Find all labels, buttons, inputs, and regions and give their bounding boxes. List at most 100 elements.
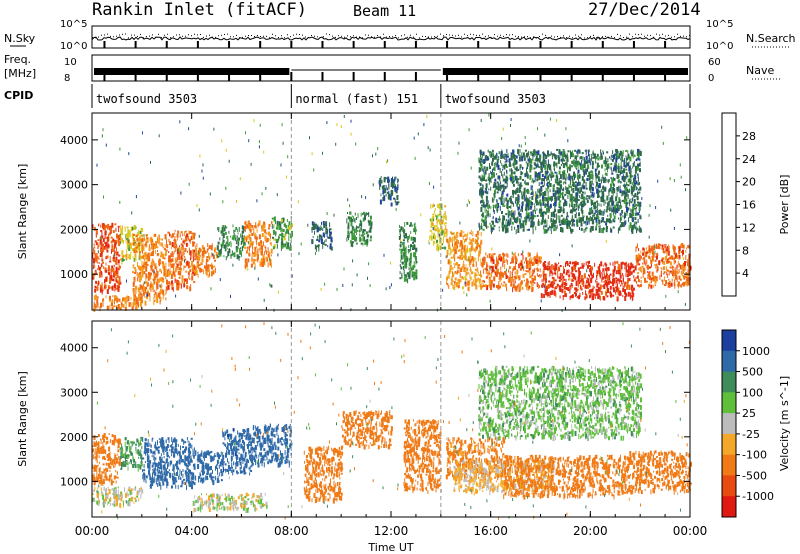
data-cell [502, 188, 505, 193]
data-cell [510, 156, 513, 160]
data-cell [623, 190, 626, 195]
data-cell [478, 271, 480, 275]
data-cell [559, 196, 561, 202]
data-cell [221, 245, 223, 250]
data-cell [347, 212, 348, 214]
data-cell [150, 265, 153, 270]
data-cell [541, 283, 543, 288]
data-cell [617, 168, 620, 173]
data-cell [571, 216, 573, 222]
data-cell [399, 271, 401, 275]
data-cell [483, 284, 485, 287]
data-cell [464, 281, 467, 287]
data-cell [553, 184, 555, 188]
data-cell [579, 161, 580, 166]
data-cell [540, 274, 542, 277]
data-cell [558, 178, 560, 182]
data-cell [214, 267, 216, 273]
data-cell [144, 263, 146, 268]
data-cell [132, 227, 135, 231]
data-cell [159, 293, 161, 299]
data-cell [626, 187, 628, 189]
data-cell [541, 219, 544, 225]
data-cell [562, 221, 565, 224]
data-cell [526, 263, 529, 269]
data-cell [467, 272, 470, 275]
data-cell [174, 268, 177, 273]
data-cell [456, 250, 458, 254]
data-cell [278, 236, 280, 239]
data-cell [543, 211, 545, 214]
data-cell [153, 293, 155, 298]
data-cell [250, 233, 252, 236]
data-cell [429, 235, 432, 238]
data-cell [286, 219, 288, 222]
data-cell [545, 170, 548, 175]
data-cell [479, 157, 482, 161]
data-cell [145, 240, 147, 246]
data-cell [318, 239, 321, 243]
data-cell [673, 279, 675, 282]
data-cell [560, 273, 562, 279]
data-cell [528, 261, 531, 267]
data-cell [370, 223, 373, 229]
data-cell [125, 254, 128, 259]
data-cell [568, 184, 570, 190]
data-cell [587, 175, 589, 178]
data-cell [623, 183, 625, 189]
data-cell [493, 195, 495, 201]
data-cell [601, 179, 602, 184]
data-cell [133, 277, 135, 280]
data-cell [318, 246, 320, 252]
data-cell [441, 215, 443, 218]
data-cell [687, 281, 690, 285]
data-cell [600, 274, 601, 278]
data-cell [582, 163, 585, 169]
data-cell [687, 283, 690, 286]
data-cell [590, 270, 593, 276]
data-cell [638, 157, 640, 160]
data-cell [632, 185, 634, 191]
data-cell [574, 163, 577, 168]
data-cell [627, 162, 629, 167]
data-cell [617, 150, 619, 153]
data-cell [311, 230, 313, 233]
data-cell [572, 199, 575, 202]
data-cell [493, 166, 495, 169]
data-cell [412, 265, 415, 269]
data-cell [106, 289, 109, 294]
data-cell [167, 231, 170, 234]
data-cell [566, 263, 569, 266]
data-cell [509, 267, 511, 270]
data-cell [410, 236, 413, 241]
data-cell [606, 267, 608, 272]
data-cell [402, 245, 404, 251]
data-cell [290, 242, 292, 247]
data-cell [366, 242, 368, 247]
data-cell [614, 162, 616, 166]
data-cell [540, 161, 543, 165]
data-cell [469, 264, 471, 268]
data-cell [441, 243, 442, 246]
data-cell [610, 154, 612, 157]
data-cell [147, 278, 150, 281]
data-cell [612, 294, 615, 297]
data-cell [579, 285, 581, 289]
data-cell [596, 291, 599, 296]
data-cell [359, 236, 362, 242]
data-cell [549, 203, 552, 208]
freq-tick-high: 10 [64, 57, 77, 68]
data-cell [453, 281, 456, 284]
data-cell [379, 184, 381, 187]
data-cell [404, 222, 406, 227]
data-cell [686, 247, 688, 250]
data-cell [176, 285, 179, 291]
data-cell [447, 284, 449, 287]
data-cell [685, 255, 687, 260]
data-cell [454, 249, 457, 255]
data-cell [500, 201, 502, 205]
data-cell [604, 262, 607, 266]
data-cell [633, 279, 636, 282]
data-cell [572, 162, 574, 166]
data-cell [183, 239, 185, 242]
